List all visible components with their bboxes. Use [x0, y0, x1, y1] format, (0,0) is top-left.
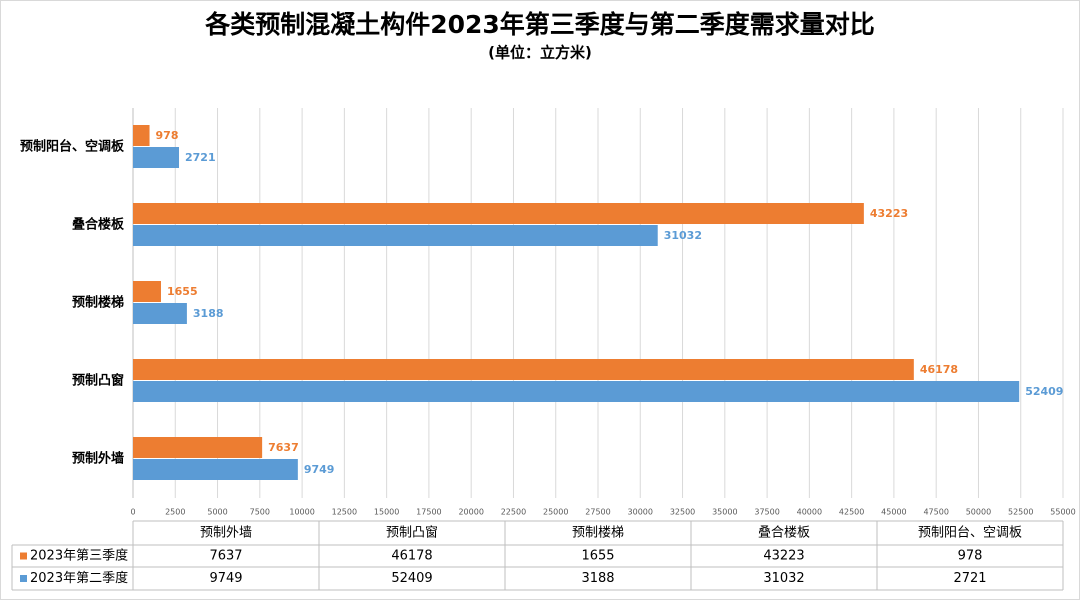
data-label: 52409	[1025, 385, 1063, 398]
y-tick-label: 预制楼梯	[72, 295, 124, 311]
table-header: 预制外墙	[200, 526, 252, 541]
x-tick-label: 25000	[543, 508, 568, 517]
x-tick-label: 0	[130, 508, 135, 517]
x-tick-label: 35000	[712, 508, 737, 517]
table-header: 预制阳台、空调板	[918, 526, 1022, 541]
bar	[133, 225, 658, 246]
table-cell: 3188	[581, 571, 614, 586]
x-tick-label: 10000	[289, 508, 314, 517]
x-tick-label: 50000	[966, 508, 991, 517]
x-tick-label: 12500	[332, 508, 357, 517]
legend-swatch	[20, 552, 27, 560]
x-tick-label: 42500	[839, 508, 864, 517]
bar	[133, 303, 187, 324]
y-tick-label: 预制阳台、空调板	[20, 139, 125, 155]
x-tick-label: 32500	[670, 508, 695, 517]
bar	[133, 381, 1020, 402]
bar	[133, 359, 914, 380]
x-tick-label: 55000	[1050, 508, 1075, 517]
table-cell: 9749	[209, 571, 242, 586]
table-cell: 52409	[391, 571, 432, 586]
data-label: 2721	[185, 151, 216, 164]
x-tick-label: 2500	[165, 508, 185, 517]
x-tick-label: 47500	[923, 508, 948, 517]
bar	[133, 203, 864, 224]
data-label: 7637	[268, 441, 299, 454]
data-label: 31032	[664, 229, 702, 242]
chart-title: 各类预制混凝土构件2023年第三季度与第二季度需求量对比	[204, 10, 875, 39]
y-tick-label: 叠合楼板	[72, 217, 125, 233]
data-label: 9749	[304, 463, 335, 476]
x-tick-label: 45000	[881, 508, 906, 517]
bar	[133, 125, 150, 146]
legend-swatch	[20, 575, 27, 582]
bar	[133, 147, 180, 168]
y-tick-label: 预制外墙	[72, 451, 124, 467]
table-header: 预制楼梯	[572, 526, 624, 541]
x-tick-label: 5000	[207, 508, 227, 517]
data-label: 46178	[920, 363, 958, 376]
data-label: 3188	[193, 307, 224, 320]
table-header: 叠合楼板	[758, 526, 810, 541]
table-cell: 46178	[391, 549, 432, 564]
bar	[133, 437, 263, 458]
x-tick-label: 40000	[797, 508, 822, 517]
table-cell: 978	[958, 549, 983, 564]
legend-label: 2023年第三季度	[30, 548, 128, 564]
table-cell: 31032	[763, 571, 804, 586]
data-label: 43223	[870, 207, 908, 220]
x-tick-label: 17500	[416, 508, 441, 517]
y-tick-label: 预制凸窗	[72, 373, 124, 389]
x-tick-label: 52500	[1008, 508, 1033, 517]
table-header: 预制凸窗	[386, 525, 438, 541]
table-cell: 1655	[581, 549, 614, 564]
x-tick-label: 37500	[754, 508, 779, 517]
x-tick-label: 15000	[374, 508, 399, 517]
x-tick-label: 20000	[458, 508, 483, 517]
bar	[133, 281, 161, 302]
x-tick-label: 27500	[585, 508, 610, 517]
table-cell: 2721	[953, 571, 986, 586]
bar	[133, 459, 298, 480]
x-tick-label: 7500	[250, 508, 270, 517]
chart-subtitle: (单位：立方米)	[488, 44, 592, 62]
x-tick-label: 22500	[501, 508, 526, 517]
data-label: 1655	[167, 285, 198, 298]
table-cell: 43223	[763, 549, 804, 564]
table-cell: 7637	[209, 549, 242, 564]
x-tick-label: 30000	[628, 508, 653, 517]
data-label: 978	[156, 129, 179, 142]
legend-label: 2023年第二季度	[30, 570, 128, 586]
